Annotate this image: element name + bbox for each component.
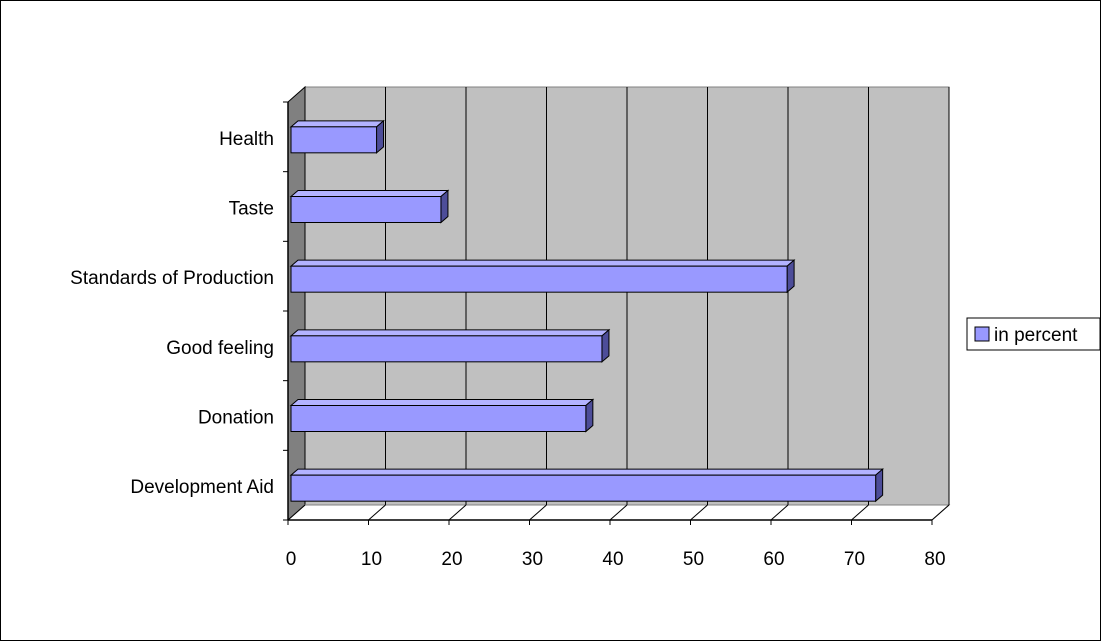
category-label-good-feeling: Good feeling (166, 338, 274, 359)
floor-line-30 (529, 504, 547, 521)
x-tick-label-40: 40 (602, 549, 623, 570)
bar-standards-of-production (289, 259, 796, 294)
floor-line-0 (287, 504, 306, 521)
bar-side-standards-of-production (786, 259, 795, 294)
axes (283, 101, 933, 525)
bar-front-donation (290, 405, 587, 432)
floor-line-50 (690, 504, 708, 521)
bar-front-development-aid (290, 474, 877, 502)
legend: in percent (966, 317, 1101, 351)
bar-top-standards-of-production (289, 259, 796, 267)
category-label-development-aid: Development Aid (130, 477, 274, 498)
bar-side-taste (440, 189, 449, 224)
bar-health (289, 119, 385, 154)
bar-side-health (376, 119, 385, 154)
bar-top-donation (289, 399, 595, 406)
bar-top-health (289, 120, 385, 128)
x-tick-label-20: 20 (441, 549, 462, 570)
bar-front-standards-of-production (290, 265, 788, 293)
legend-swatch (974, 326, 990, 342)
floor-line-20 (448, 504, 467, 521)
bar-side-donation (585, 398, 594, 433)
category-label-standards-of-production: Standards of Production (70, 268, 274, 289)
bar-top-development-aid (289, 468, 885, 476)
bar-development-aid (289, 468, 885, 503)
x-tick-label-30: 30 (522, 549, 543, 570)
x-tick-label-60: 60 (763, 549, 784, 570)
bar-front-good-feeling (290, 335, 603, 363)
bar-front-taste (290, 196, 442, 223)
bar-side-good-feeling (601, 328, 610, 363)
floor-line-70 (851, 504, 869, 521)
x-tick-label-0: 0 (286, 549, 297, 570)
floor-line-40 (609, 504, 628, 521)
bar-front-health (290, 126, 378, 154)
plot-walls (286, 85, 951, 522)
bar-donation (289, 398, 595, 433)
floor-line-80 (931, 504, 950, 521)
bar-side-development-aid (875, 468, 884, 503)
category-label-donation: Donation (198, 408, 274, 429)
floor-line-10 (368, 504, 386, 521)
bar-top-taste (289, 190, 450, 197)
x-tick-label-10: 10 (361, 549, 382, 570)
x-tick-labels: 0 10 20 30 40 50 60 70 80 (286, 549, 946, 570)
bar-taste (289, 189, 450, 224)
gridlines (287, 87, 950, 521)
x-tick-label-50: 50 (683, 549, 704, 570)
legend-label-in-percent: in percent (994, 325, 1078, 346)
category-label-health: Health (219, 129, 274, 150)
bar-good-feeling (289, 328, 611, 363)
bar-top-good-feeling (289, 329, 611, 337)
bars (289, 119, 885, 503)
floor-line-60 (770, 504, 789, 521)
category-labels: Health Taste Standards of Production Good f… (70, 129, 274, 498)
x-tick-label-80: 80 (924, 549, 945, 570)
category-label-taste: Taste (229, 199, 274, 220)
x-tick-label-70: 70 (844, 549, 865, 570)
